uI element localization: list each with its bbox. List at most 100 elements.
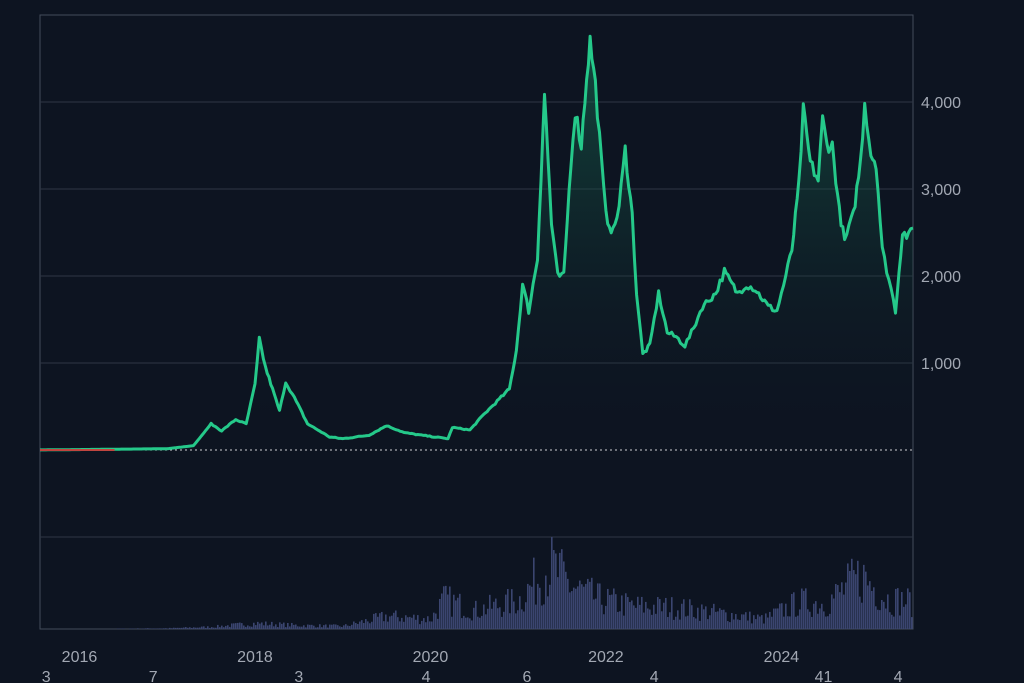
volume-bar <box>263 625 265 629</box>
volume-bar <box>423 618 425 629</box>
volume-bar <box>629 602 631 629</box>
volume-bar <box>587 578 589 629</box>
volume-bar <box>553 550 555 629</box>
volume-bar <box>413 614 415 629</box>
volume-bar <box>187 627 189 629</box>
volume-bar <box>399 621 401 629</box>
volume-bar <box>619 611 621 629</box>
volume-bar <box>585 583 587 629</box>
volume-bar <box>229 626 231 629</box>
volume-bar <box>383 621 385 629</box>
volume-bar <box>315 627 317 629</box>
x-tick-label: 2016 <box>62 649 98 666</box>
volume-bar <box>577 586 579 629</box>
volume-bar <box>789 616 791 629</box>
volume-bar <box>409 616 411 629</box>
volume-bar <box>685 616 687 629</box>
volume-bar <box>247 625 249 629</box>
volume-bar <box>817 613 819 629</box>
volume-bar <box>739 620 741 629</box>
bottom-label: 4 <box>422 669 431 683</box>
x-tick-label: 2018 <box>237 649 273 666</box>
volume-bar <box>731 612 733 629</box>
volume-bar <box>867 585 869 629</box>
volume-bar <box>687 615 689 629</box>
volume-bar <box>285 627 287 629</box>
volume-bar <box>811 616 813 629</box>
volume-bar <box>887 594 889 629</box>
volume-bar <box>769 611 771 629</box>
volume-bar <box>759 616 761 629</box>
volume-bar <box>189 627 191 629</box>
volume-bar <box>563 561 565 629</box>
volume-bar <box>195 627 197 629</box>
volume-bar <box>231 623 233 629</box>
volume-bar <box>543 604 545 629</box>
volume-bar <box>737 619 739 629</box>
volume-bar <box>441 593 443 629</box>
volume-bar <box>361 620 363 629</box>
volume-bar <box>407 617 409 629</box>
volume-bar <box>677 610 679 629</box>
volume-bar <box>819 608 821 629</box>
volume-bar <box>165 628 167 629</box>
y-tick-label: 4,000 <box>921 95 961 112</box>
volume-bar <box>637 596 639 629</box>
volume-bar <box>501 616 503 629</box>
volume-bar <box>157 628 159 629</box>
volume-bar <box>193 627 195 629</box>
volume-bar <box>261 622 263 629</box>
volume-bar <box>893 616 895 629</box>
volume-bar <box>169 627 171 629</box>
volume-bar <box>353 621 355 629</box>
volume-bar <box>669 612 671 629</box>
volume-bar <box>225 625 227 629</box>
volume-bar <box>161 628 163 629</box>
volume-bar <box>745 612 747 629</box>
volume-bar <box>241 623 243 629</box>
volume-bar <box>575 588 577 629</box>
volume-bar <box>883 601 885 629</box>
volume-bar <box>443 586 445 629</box>
volume-bar <box>397 617 399 629</box>
volume-bar <box>309 624 311 629</box>
volume-bar <box>311 624 313 629</box>
volume-bar <box>213 627 215 629</box>
volume-bar <box>783 616 785 629</box>
volume-bar <box>479 617 481 629</box>
volume-bar <box>203 626 205 629</box>
volume-bar <box>175 627 177 629</box>
volume-bar <box>449 586 451 629</box>
volume-bar <box>707 619 709 629</box>
volume-bar <box>373 613 375 629</box>
volume-bar <box>197 627 199 629</box>
volume-bar <box>417 615 419 629</box>
volume-bar <box>431 621 433 629</box>
volume-bar <box>519 596 521 629</box>
volume-bar <box>557 577 559 629</box>
volume-bar <box>747 620 749 629</box>
area-layer <box>40 36 913 451</box>
volume-bar <box>515 613 517 629</box>
volume-bar <box>559 552 561 629</box>
volume-bar <box>451 616 453 629</box>
volume-bar <box>741 614 743 629</box>
volume-bar <box>799 609 801 629</box>
volume-bar <box>571 591 573 629</box>
volume-bar <box>227 625 229 629</box>
volume-bar <box>457 597 459 629</box>
volume-bar <box>521 609 523 629</box>
volume-bar <box>425 622 427 629</box>
volume-bar <box>215 627 217 629</box>
volume-bar <box>453 594 455 629</box>
volume-bar <box>871 590 873 629</box>
volume-bar <box>673 619 675 629</box>
volume-bar <box>877 609 879 629</box>
volume-bar <box>307 624 309 629</box>
volume-bar <box>695 618 697 629</box>
bottom-label: 3 <box>294 669 303 683</box>
volume-bar <box>389 616 391 629</box>
volume-bar <box>573 587 575 629</box>
volume-bar <box>911 617 913 629</box>
volume-bar <box>881 600 883 629</box>
